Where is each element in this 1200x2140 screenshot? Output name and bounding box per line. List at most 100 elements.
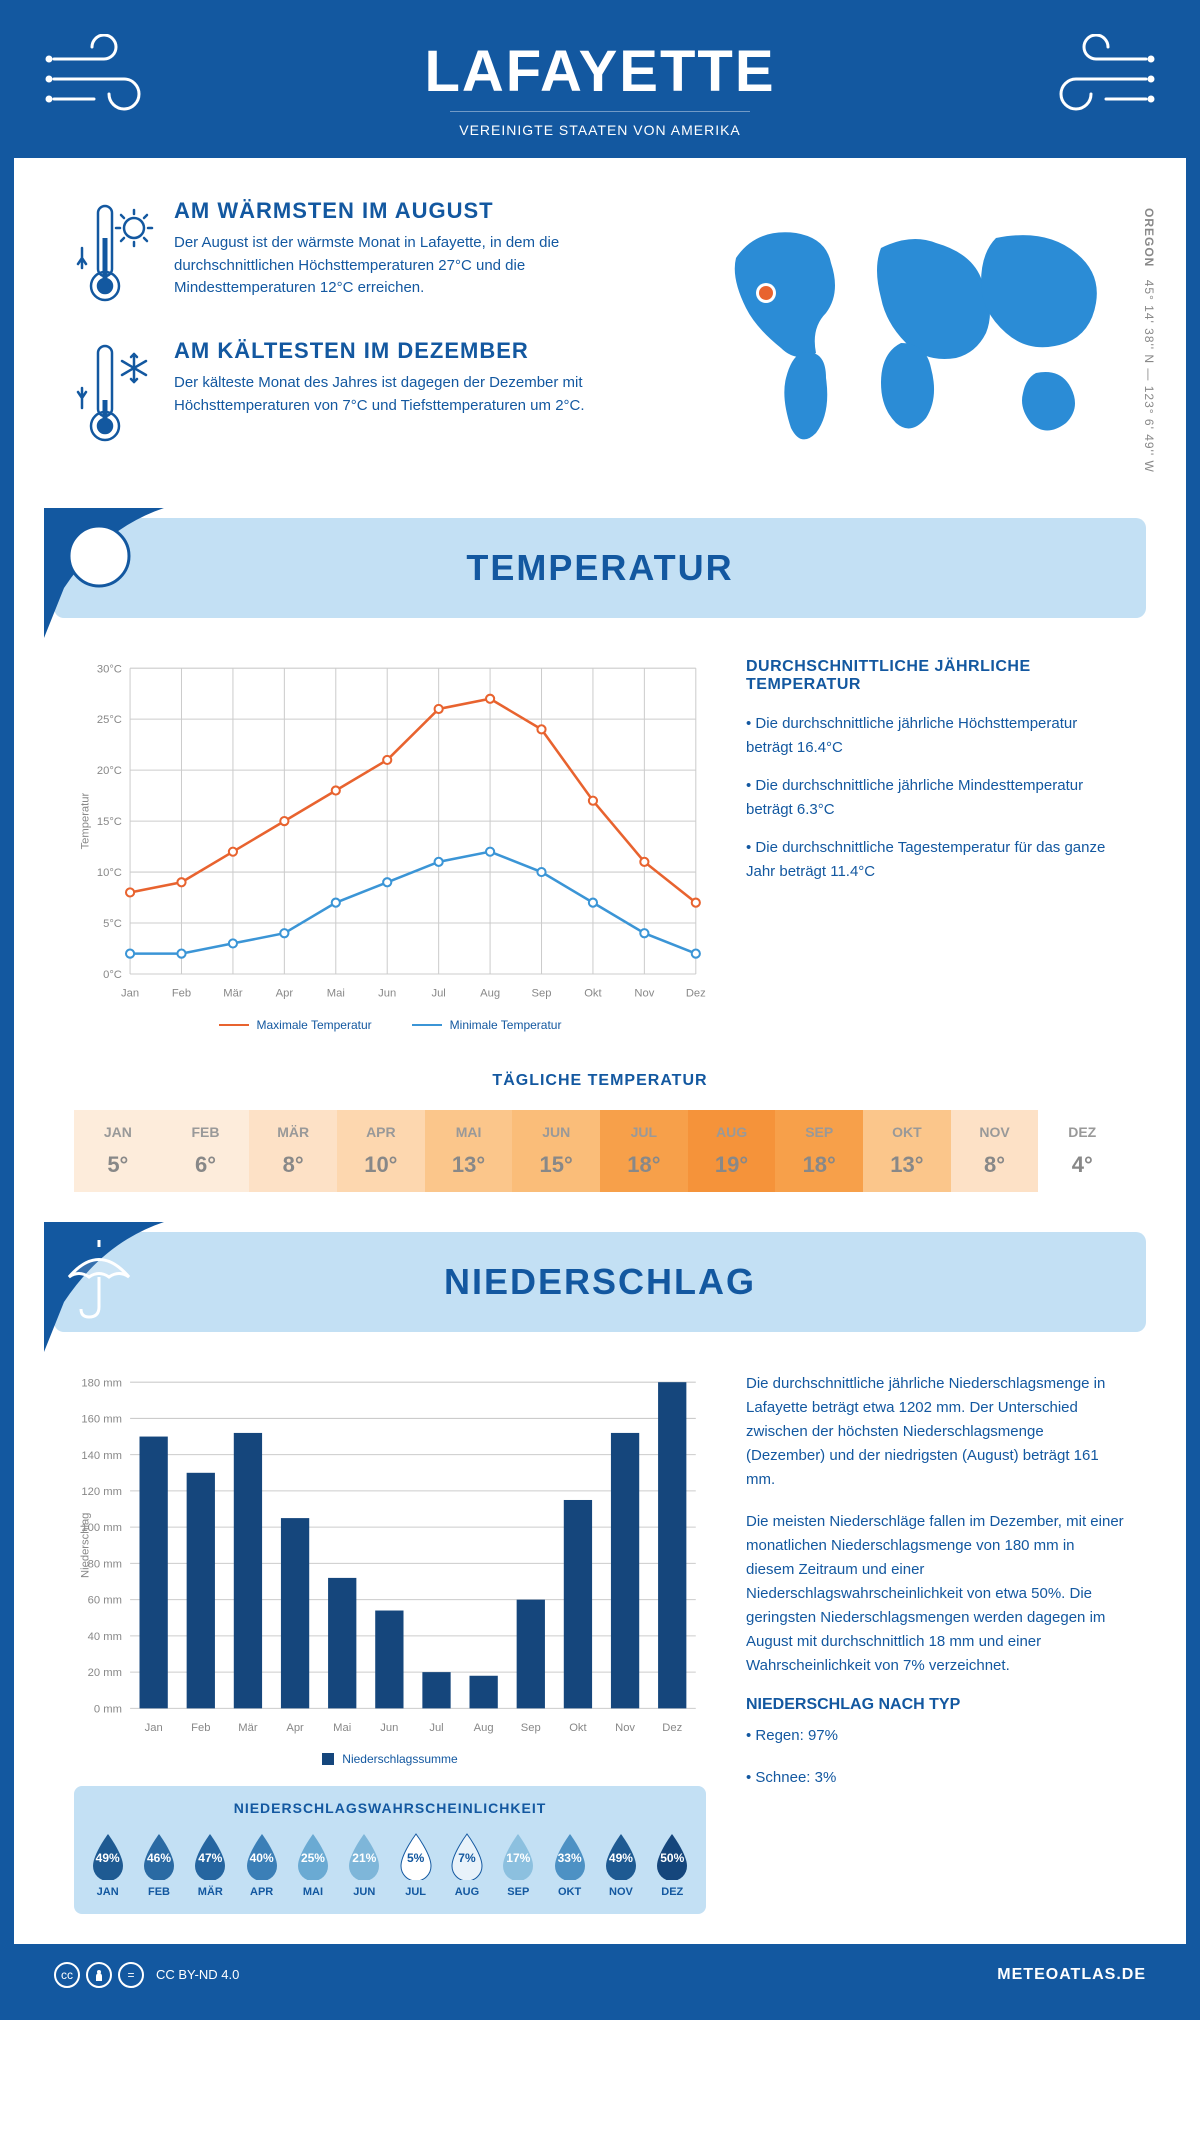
cc-nd-icon: = <box>118 1962 144 1988</box>
precipitation-banner: NIEDERSCHLAG <box>54 1232 1146 1332</box>
svg-text:160 mm: 160 mm <box>81 1413 121 1425</box>
daily-temp-cell: NOV8° <box>951 1110 1039 1192</box>
probability-drop: 47%MÄR <box>187 1828 234 1898</box>
warmest-text: Der August ist der wärmste Monat in Lafa… <box>174 232 666 300</box>
svg-text:Mai: Mai <box>327 987 345 999</box>
svg-text:Feb: Feb <box>191 1721 210 1733</box>
svg-text:Sep: Sep <box>532 987 552 999</box>
precipitation-info: Die durchschnittliche jährliche Niedersc… <box>746 1372 1126 1914</box>
svg-text:60 mm: 60 mm <box>88 1594 122 1606</box>
temperature-heading: TEMPERATUR <box>466 547 733 589</box>
svg-text:Apr: Apr <box>286 1721 304 1733</box>
page-subtitle: VEREINIGTE STAATEN VON AMERIKA <box>450 111 750 138</box>
daily-temp-cell: SEP18° <box>775 1110 863 1192</box>
svg-text:Jan: Jan <box>145 1721 163 1733</box>
warmest-title: AM WÄRMSTEN IM AUGUST <box>174 198 666 224</box>
svg-text:Sep: Sep <box>521 1721 541 1733</box>
daily-temp-cell: OKT13° <box>863 1110 951 1192</box>
coldest-text: Der kälteste Monat des Jahres ist dagege… <box>174 372 666 417</box>
probability-drop: 46%FEB <box>135 1828 182 1898</box>
svg-text:30°C: 30°C <box>97 663 122 675</box>
svg-text:80 mm: 80 mm <box>88 1558 122 1570</box>
svg-text:Jun: Jun <box>378 987 396 999</box>
svg-text:Feb: Feb <box>172 987 191 999</box>
svg-text:0 mm: 0 mm <box>94 1703 122 1715</box>
daily-temp-cell: MAI13° <box>425 1110 513 1192</box>
probability-drop: 49%NOV <box>597 1828 644 1898</box>
license-text: CC BY-ND 4.0 <box>156 1967 239 1982</box>
svg-text:Jan: Jan <box>121 987 139 999</box>
chart-legend: Niederschlagssumme <box>74 1752 706 1766</box>
footer: cc = CC BY-ND 4.0 METEOATLAS.DE <box>14 1944 1186 2006</box>
daily-temp-cell: APR10° <box>337 1110 425 1192</box>
svg-text:Jun: Jun <box>380 1721 398 1733</box>
intro-section: AM WÄRMSTEN IM AUGUST Der August ist der… <box>14 158 1186 508</box>
svg-text:10°C: 10°C <box>97 867 122 879</box>
daily-temp-cell: JAN5° <box>74 1110 162 1192</box>
coordinates: OREGON 45° 14' 38'' N — 123° 6' 49'' W <box>1142 208 1156 473</box>
infographic-page: LAFAYETTE VEREINIGTE STAATEN VON AMERIKA… <box>0 0 1200 2020</box>
temperature-section: 0°C 5°C 10°C 15°C 20°C 25°C 30°C Jan Feb Mär Apr Ma… <box>14 628 1186 1062</box>
header: LAFAYETTE VEREINIGTE STAATEN VON AMERIKA <box>14 14 1186 158</box>
svg-text:0°C: 0°C <box>103 969 122 981</box>
thermometer-cold-icon <box>74 338 154 448</box>
svg-text:Dez: Dez <box>662 1721 682 1733</box>
probability-drop: 50%DEZ <box>649 1828 696 1898</box>
svg-text:180 mm: 180 mm <box>81 1377 121 1389</box>
svg-text:Aug: Aug <box>474 1721 494 1733</box>
temperature-banner: TEMPERATUR <box>54 518 1146 618</box>
daily-temp-cell: MÄR8° <box>249 1110 337 1192</box>
precipitation-section: 0 mm20 mm40 mm60 mm80 mm100 mm120 mm140 … <box>14 1342 1186 1944</box>
svg-text:Dez: Dez <box>686 987 706 999</box>
coldest-block: AM KÄLTESTEN IM DEZEMBER Der kälteste Mo… <box>74 338 666 448</box>
temperature-info: DURCHSCHNITTLICHE JÄHRLICHE TEMPERATUR •… <box>746 658 1126 1032</box>
precipitation-probability: NIEDERSCHLAGSWAHRSCHEINLICHKEIT 49%JAN46… <box>74 1786 706 1914</box>
svg-text:5°C: 5°C <box>103 918 122 930</box>
page-title: LAFAYETTE <box>14 38 1186 105</box>
probability-drop: 7%AUG <box>443 1828 490 1898</box>
svg-text:Jul: Jul <box>431 987 445 999</box>
world-map: OREGON 45° 14' 38'' N — 123° 6' 49'' W <box>706 198 1126 478</box>
svg-text:Nov: Nov <box>634 987 654 999</box>
wind-icon <box>44 34 164 124</box>
daily-temp-cell: DEZ4° <box>1038 1110 1126 1192</box>
svg-text:Mär: Mär <box>238 1721 258 1733</box>
coldest-title: AM KÄLTESTEN IM DEZEMBER <box>174 338 666 364</box>
probability-drop: 40%APR <box>238 1828 285 1898</box>
probability-drop: 49%JAN <box>84 1828 131 1898</box>
svg-text:Mär: Mär <box>223 987 243 999</box>
svg-text:120 mm: 120 mm <box>81 1486 121 1498</box>
cc-icon: cc <box>54 1962 80 1988</box>
svg-text:25°C: 25°C <box>97 714 122 726</box>
cc-icons: cc = <box>54 1962 144 1988</box>
probability-drop: 25%MAI <box>289 1828 336 1898</box>
sun-icon <box>44 508 184 638</box>
daily-temp-cell: AUG19° <box>688 1110 776 1192</box>
daily-temp-cell: JUL18° <box>600 1110 688 1192</box>
precipitation-bar-chart: 0 mm20 mm40 mm60 mm80 mm100 mm120 mm140 … <box>74 1372 706 1766</box>
svg-text:Okt: Okt <box>584 987 602 999</box>
svg-text:20 mm: 20 mm <box>88 1667 122 1679</box>
cc-by-icon <box>86 1962 112 1988</box>
svg-text:Nov: Nov <box>615 1721 635 1733</box>
svg-text:Jul: Jul <box>429 1721 443 1733</box>
probability-drop: 33%OKT <box>546 1828 593 1898</box>
svg-text:40 mm: 40 mm <box>88 1631 122 1643</box>
svg-text:Aug: Aug <box>480 987 500 999</box>
daily-temp-cell: FEB6° <box>162 1110 250 1192</box>
svg-text:Niederschlag: Niederschlag <box>79 1512 91 1577</box>
svg-text:Mai: Mai <box>333 1721 351 1733</box>
daily-temp-cell: JUN15° <box>512 1110 600 1192</box>
probability-drop: 5%JUL <box>392 1828 439 1898</box>
svg-text:Apr: Apr <box>276 987 294 999</box>
svg-text:15°C: 15°C <box>97 816 122 828</box>
probability-drop: 21%JUN <box>341 1828 388 1898</box>
chart-legend: Maximale Temperatur Minimale Temperatur <box>74 1018 706 1032</box>
wind-icon <box>1036 34 1156 124</box>
precipitation-heading: NIEDERSCHLAG <box>444 1261 756 1303</box>
svg-text:20°C: 20°C <box>97 765 122 777</box>
thermometer-hot-icon <box>74 198 154 308</box>
svg-text:140 mm: 140 mm <box>81 1449 121 1461</box>
temperature-line-chart: 0°C 5°C 10°C 15°C 20°C 25°C 30°C Jan Feb Mär Apr Ma… <box>74 658 706 1032</box>
svg-text:Okt: Okt <box>569 1721 587 1733</box>
